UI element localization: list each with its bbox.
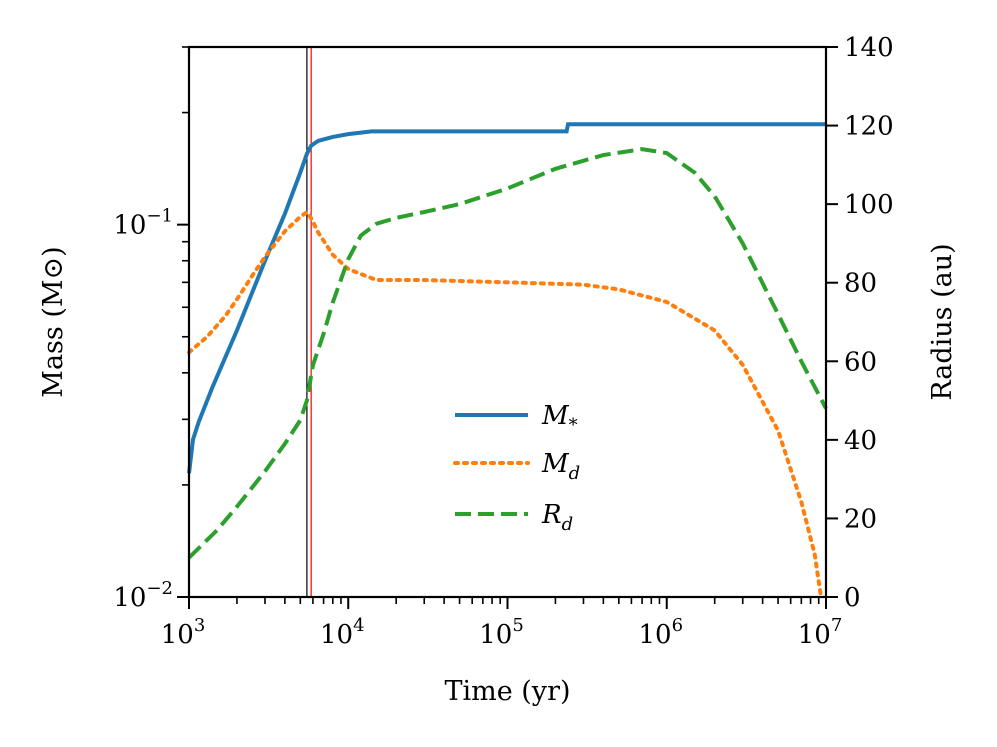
- y-left-tick-label: 10−2: [113, 578, 173, 613]
- y-right-tick-label: 40: [844, 426, 877, 456]
- series-layer: [187, 122, 828, 599]
- y-right-tick-label: 100: [844, 190, 894, 220]
- legend: M* Md Rd: [453, 401, 580, 535]
- y-axis-right-label: Radius (au): [927, 243, 958, 400]
- x-tick-label: 106: [638, 615, 683, 650]
- x-tick-label: 103: [161, 615, 206, 650]
- legend-label-m-d: Md: [541, 449, 580, 484]
- y-right-tick-label: 120: [844, 112, 894, 142]
- legend-label-m-star: M*: [541, 401, 578, 436]
- series-line-m-d: [187, 209, 823, 599]
- x-tick-label: 105: [479, 615, 524, 650]
- y-axis-left-label: Mass (M⊙): [38, 246, 69, 397]
- y-right-tick-label: 20: [844, 504, 877, 534]
- y-right-tick-label: 140: [844, 33, 894, 63]
- tick-layer: [177, 46, 838, 609]
- tick-label-layer: 103 104 105 106 107 10−2 10−1 0 20 40 60 80 100 120 14…: [113, 33, 893, 650]
- x-tick-label: 104: [320, 615, 365, 650]
- y-right-tick-label: 60: [844, 347, 877, 377]
- y-right-tick-label: 0: [844, 583, 861, 613]
- x-tick-label: 107: [798, 615, 843, 650]
- y-left-tick-label: 10−1: [113, 206, 173, 241]
- legend-label-r-d: Rd: [541, 500, 573, 535]
- series-line-m-star: [187, 122, 826, 474]
- plot-frame: [187, 45, 828, 599]
- series-line-r-d: [187, 147, 828, 560]
- x-axis-label: Time (yr): [444, 676, 570, 707]
- y-right-tick-label: 80: [844, 269, 877, 299]
- vertical-lines: [306, 47, 312, 597]
